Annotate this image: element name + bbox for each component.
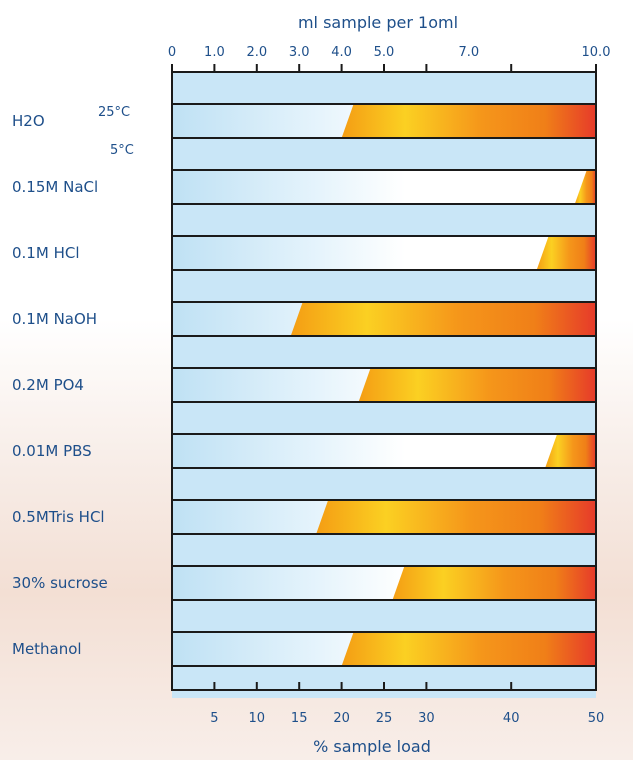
top-tick-label: 0 [168,45,176,60]
band-gap [172,138,596,170]
temp-label-text: 5°C [110,143,134,158]
band-gap [172,534,596,566]
row-label-text: 0.15M NaCl [12,178,98,196]
top-tick-label: 2.0 [246,45,267,60]
band-row [172,434,596,468]
band-gap [172,402,596,434]
row-label-text: 30% sucrose [12,574,108,592]
row-label-text: 0.2M PO4 [12,376,84,394]
top-tick-label: 1.0 [204,45,225,60]
row-label-text: 0.1M HCl [12,244,80,262]
bottom-tick-label: 40 [503,711,520,726]
row-fill-mark [290,302,596,336]
top-tick-label: 5.0 [374,45,395,60]
band-row [172,236,596,270]
row-label-text: 0.01M PBS [12,442,92,460]
band-gap [172,468,596,500]
row-label-text: 0.5MTris HCl [12,508,105,526]
row-labels: H2O 25°C 5°C 0.15M NaCl 0.1M HCl 0.1M NaOH 0.2… [12,105,134,658]
band-gap [172,204,596,236]
fills-layer [290,104,596,666]
row-label-text: 0.1M NaOH [12,310,97,328]
top-tick-label: 3.0 [289,45,310,60]
band-top [172,72,596,104]
bottom-tick-label: 15 [291,711,308,726]
bottom-tick-label: 20 [333,711,350,726]
row-fill-mark [574,170,596,204]
bottom-tick-label: 50 [588,711,605,726]
top-axis-ticks: 0 1.0 2.0 3.0 4.0 5.0 7.0 10.0 [168,45,611,72]
row-fill-mark [341,104,596,138]
row-fill-mark [358,368,596,402]
bottom-axis-ticks: 5 10 15 20 25 30 40 50 [210,682,604,726]
bottom-axis-title: % sample load [313,737,431,756]
bottom-tick-label: 5 [210,711,218,726]
bottom-tick-label: 30 [418,711,435,726]
row-label-text: Methanol [12,640,82,658]
row-fill-mark [536,236,596,270]
bottom-tick-label: 25 [376,711,393,726]
top-tick-label: 4.0 [331,45,352,60]
temp-label-text: 25°C [98,105,130,120]
band-gap [172,270,596,302]
row-fill-mark [545,434,596,468]
top-axis-title: ml sample per 1oml [298,13,458,32]
top-tick-label: 10.0 [582,45,611,60]
row-fill-mark [341,632,596,666]
row-fill-mark [392,566,596,600]
band-gap [172,600,596,632]
bottom-tick-label: 10 [249,711,266,726]
band-gap [172,336,596,368]
row-fill-mark [316,500,596,534]
band-row [172,170,596,204]
top-tick-label: 7.0 [458,45,479,60]
row-label-text: H2O [12,112,45,130]
